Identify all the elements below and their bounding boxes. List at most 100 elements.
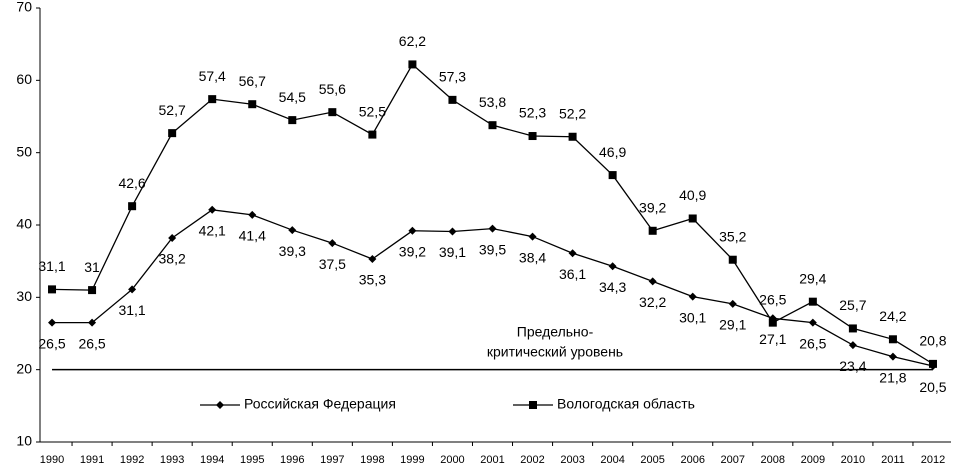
data-label: 52,2 (559, 105, 586, 121)
y-tick-label: 40 (16, 216, 32, 232)
point (808, 318, 817, 327)
x-tick-label: 1999 (400, 454, 424, 466)
point (208, 205, 217, 214)
data-label: 38,4 (519, 249, 546, 265)
point (888, 335, 897, 344)
y-tick-label: 10 (16, 433, 32, 449)
data-label: 29,4 (799, 270, 826, 286)
point (328, 239, 337, 248)
x-tick-label: 1994 (200, 454, 224, 466)
data-label: 52,3 (519, 105, 546, 121)
y-tick-label: 70 (16, 0, 32, 15)
point (488, 224, 497, 233)
data-label: 39,2 (399, 243, 426, 259)
data-label: 39,3 (279, 243, 306, 259)
point (368, 254, 377, 263)
data-label: 37,5 (319, 256, 346, 272)
point (288, 116, 297, 125)
data-label: 35,3 (359, 272, 386, 288)
data-label: 35,2 (719, 228, 746, 244)
data-label: 57,3 (439, 69, 466, 85)
point (528, 132, 537, 141)
point (648, 226, 657, 235)
point (248, 210, 257, 219)
point (728, 255, 737, 264)
x-tick-label: 2003 (560, 454, 584, 466)
point (128, 202, 137, 211)
data-label: 31 (84, 259, 100, 275)
data-label: 55,6 (319, 81, 346, 97)
x-tick-label: 2009 (801, 454, 825, 466)
data-label: 26,5 (38, 335, 65, 351)
data-label: 52,5 (359, 103, 386, 119)
threshold-label: Предельно- (517, 324, 594, 340)
data-label: 39,1 (439, 244, 466, 260)
data-label: 24,2 (879, 308, 906, 324)
point (408, 60, 417, 69)
point (928, 359, 937, 368)
point (768, 318, 777, 327)
data-label: 25,7 (839, 297, 866, 313)
x-tick-label: 2004 (600, 454, 624, 466)
point (488, 121, 497, 130)
point (88, 318, 97, 327)
x-tick-label: 2012 (921, 454, 945, 466)
x-tick-label: 1991 (80, 454, 104, 466)
point (248, 100, 257, 109)
data-label: 29,1 (719, 317, 746, 333)
point (848, 324, 857, 333)
data-label: 20,5 (919, 379, 946, 395)
legend-label: Вологодская область (557, 396, 695, 412)
point (216, 401, 224, 409)
x-tick-label: 1995 (240, 454, 264, 466)
x-tick-label: 2008 (761, 454, 785, 466)
point (529, 401, 537, 409)
point (848, 341, 857, 350)
point (608, 262, 617, 271)
point (688, 292, 697, 301)
point (288, 226, 297, 235)
x-tick-label: 2001 (480, 454, 504, 466)
data-label: 40,9 (679, 187, 706, 203)
data-label: 52,7 (159, 102, 186, 118)
y-tick-label: 60 (16, 71, 32, 87)
data-label: 23,4 (839, 358, 866, 374)
data-label: 57,4 (199, 68, 226, 84)
data-label: 39,5 (479, 241, 506, 257)
data-label: 46,9 (599, 144, 626, 160)
x-tick-label: 2011 (881, 454, 905, 466)
data-label: 42,1 (199, 223, 226, 239)
point (528, 232, 537, 241)
point (648, 277, 657, 286)
data-label: 56,7 (239, 73, 266, 89)
x-tick-label: 1992 (120, 454, 144, 466)
data-label: 26,5 (759, 291, 786, 307)
point (48, 318, 57, 327)
data-label: 20,8 (919, 333, 946, 349)
point (408, 226, 417, 235)
point (128, 285, 137, 294)
y-tick-label: 30 (16, 288, 32, 304)
x-tick-label: 1993 (160, 454, 184, 466)
point (168, 129, 177, 138)
x-tick-label: 1990 (40, 454, 64, 466)
data-label: 53,8 (479, 94, 506, 110)
data-label: 42,6 (118, 175, 145, 191)
x-tick-label: 2005 (640, 454, 664, 466)
data-label: 34,3 (599, 279, 626, 295)
data-label: 27,1 (759, 331, 786, 347)
data-label: 62,2 (399, 33, 426, 49)
data-label: 36,1 (559, 266, 586, 282)
point (568, 132, 577, 141)
data-label: 41,4 (239, 228, 266, 244)
point (608, 171, 617, 180)
x-tick-label: 2007 (721, 454, 745, 466)
point (728, 299, 737, 308)
data-label: 26,5 (78, 335, 105, 351)
point (888, 352, 897, 361)
point (328, 108, 337, 117)
data-label: 30,1 (679, 309, 706, 325)
data-label: 39,2 (639, 199, 666, 215)
point (448, 227, 457, 236)
point (688, 214, 697, 223)
